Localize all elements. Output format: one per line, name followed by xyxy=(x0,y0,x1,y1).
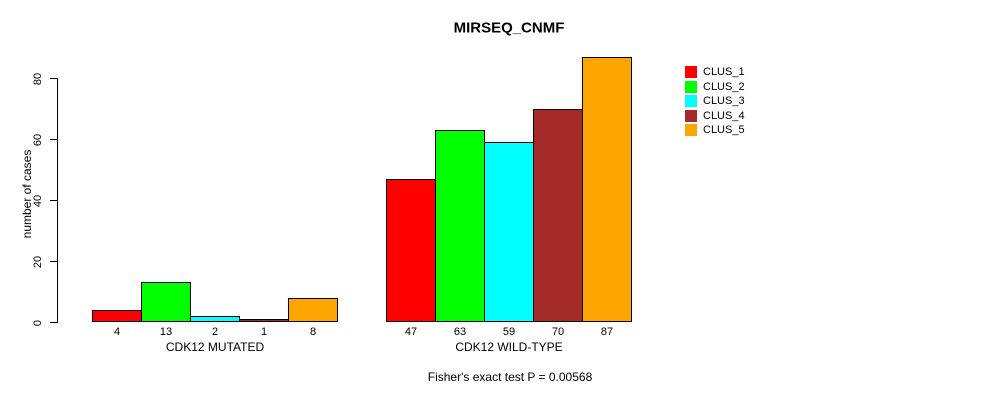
y-tick xyxy=(50,139,57,140)
bar-value-label: 63 xyxy=(453,326,467,338)
legend-label: CLUS_2 xyxy=(703,81,745,93)
bar-value-label: 2 xyxy=(211,326,219,338)
y-tick xyxy=(50,322,57,323)
bar-value-label: 47 xyxy=(404,326,418,338)
legend-item-clus_3: CLUS_3 xyxy=(685,95,745,107)
bar-value-label: 59 xyxy=(502,326,516,338)
bar-value-label: 8 xyxy=(309,326,317,338)
legend-label: CLUS_3 xyxy=(703,95,745,107)
legend-swatch xyxy=(685,81,697,93)
legend-label: CLUS_4 xyxy=(703,110,745,122)
category-label: CDK12 MUTATED xyxy=(165,340,265,354)
bar-value-label: 70 xyxy=(551,326,565,338)
bar-value-label: 87 xyxy=(600,326,614,338)
legend-swatch xyxy=(685,66,697,78)
bar-value-label: 4 xyxy=(113,326,121,338)
bar-value-label: 13 xyxy=(159,326,173,338)
legend-swatch xyxy=(685,124,697,136)
legend-item-clus_1: CLUS_1 xyxy=(685,66,745,78)
legend-swatch xyxy=(685,110,697,122)
legend-item-clus_2: CLUS_2 xyxy=(685,81,745,93)
y-tick xyxy=(50,78,57,79)
bar-clus_2-cdk12-mutated xyxy=(141,282,191,322)
legend-swatch xyxy=(685,95,697,107)
y-tick xyxy=(50,200,57,201)
category-label: CDK12 WILD-TYPE xyxy=(455,340,563,354)
bar-clus_5-cdk12-wild-type xyxy=(582,57,632,322)
bar-clus_1-cdk12-wild-type xyxy=(386,179,436,322)
legend-item-clus_5: CLUS_5 xyxy=(685,124,745,136)
bar-clus_5-cdk12-mutated xyxy=(288,298,338,322)
caption: Fisher's exact test P = 0.00568 xyxy=(427,370,593,384)
legend-label: CLUS_5 xyxy=(703,124,745,136)
legend-item-clus_4: CLUS_4 xyxy=(685,110,745,122)
y-tick xyxy=(50,261,57,262)
y-axis-line xyxy=(57,78,58,323)
legend-label: CLUS_1 xyxy=(703,66,745,78)
bar-value-label: 1 xyxy=(260,326,268,338)
chart-title: MIRSEQ_CNMF xyxy=(453,19,565,37)
bar-clus_2-cdk12-wild-type xyxy=(435,130,485,322)
